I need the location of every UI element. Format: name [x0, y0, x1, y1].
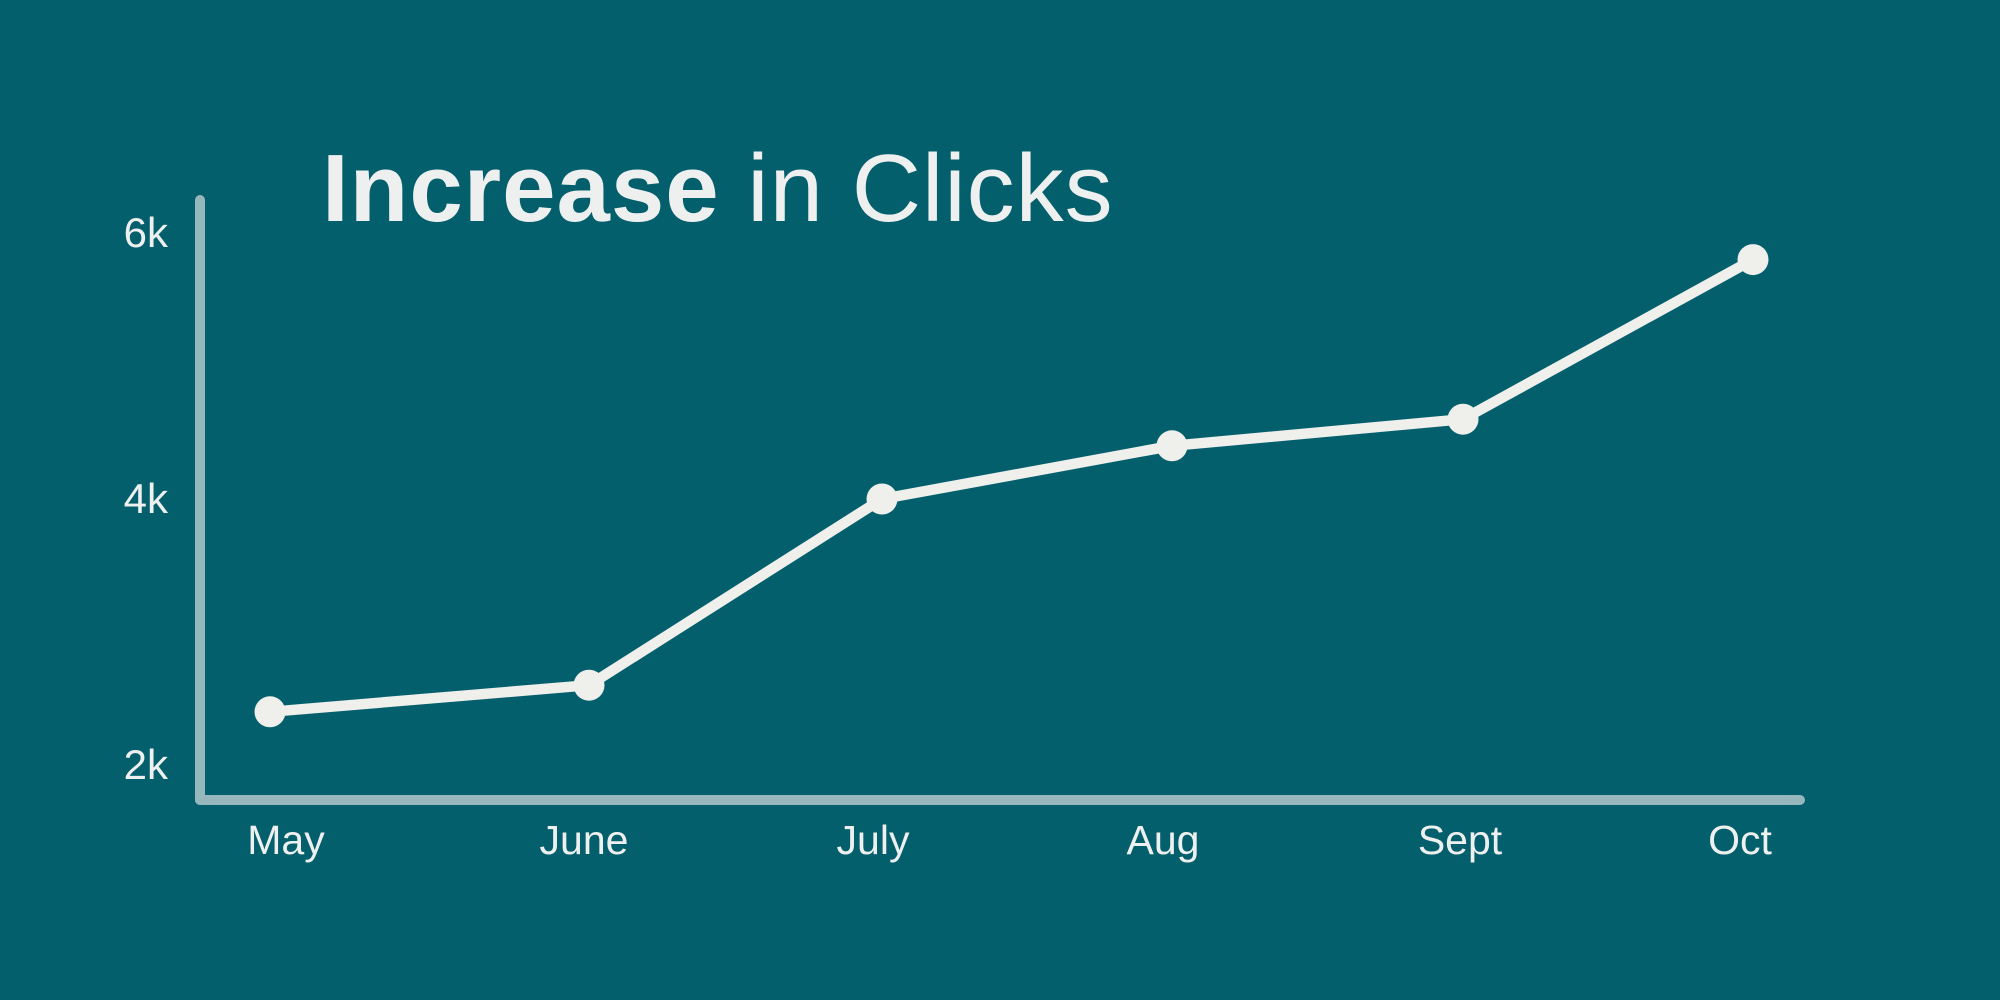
- data-point-june: [573, 669, 605, 701]
- x-tick-label-sept: Sept: [1417, 817, 1503, 863]
- chart-title-rest: in Clicks: [719, 135, 1114, 242]
- data-point-sept: [1447, 403, 1479, 435]
- y-tick-label-6k: 6k: [123, 209, 168, 256]
- chart-title: Increase in Clicks: [322, 141, 1114, 237]
- data-point-oct: [1737, 244, 1769, 276]
- data-point-may: [254, 696, 286, 728]
- data-point-aug: [1156, 430, 1188, 462]
- x-tick-label-aug: Aug: [1126, 817, 1200, 863]
- x-tick-label-june: June: [539, 817, 629, 863]
- chart-title-emphasis: Increase: [322, 135, 720, 242]
- x-tick-label-may: May: [247, 817, 325, 863]
- clicks-series-line: [264, 254, 1759, 718]
- x-tick-label-july: July: [836, 817, 910, 863]
- y-tick-label-2k: 2k: [123, 741, 168, 788]
- data-point-july: [866, 483, 898, 515]
- y-tick-label-4k: 4k: [123, 475, 168, 522]
- x-tick-label-oct: Oct: [1708, 817, 1772, 863]
